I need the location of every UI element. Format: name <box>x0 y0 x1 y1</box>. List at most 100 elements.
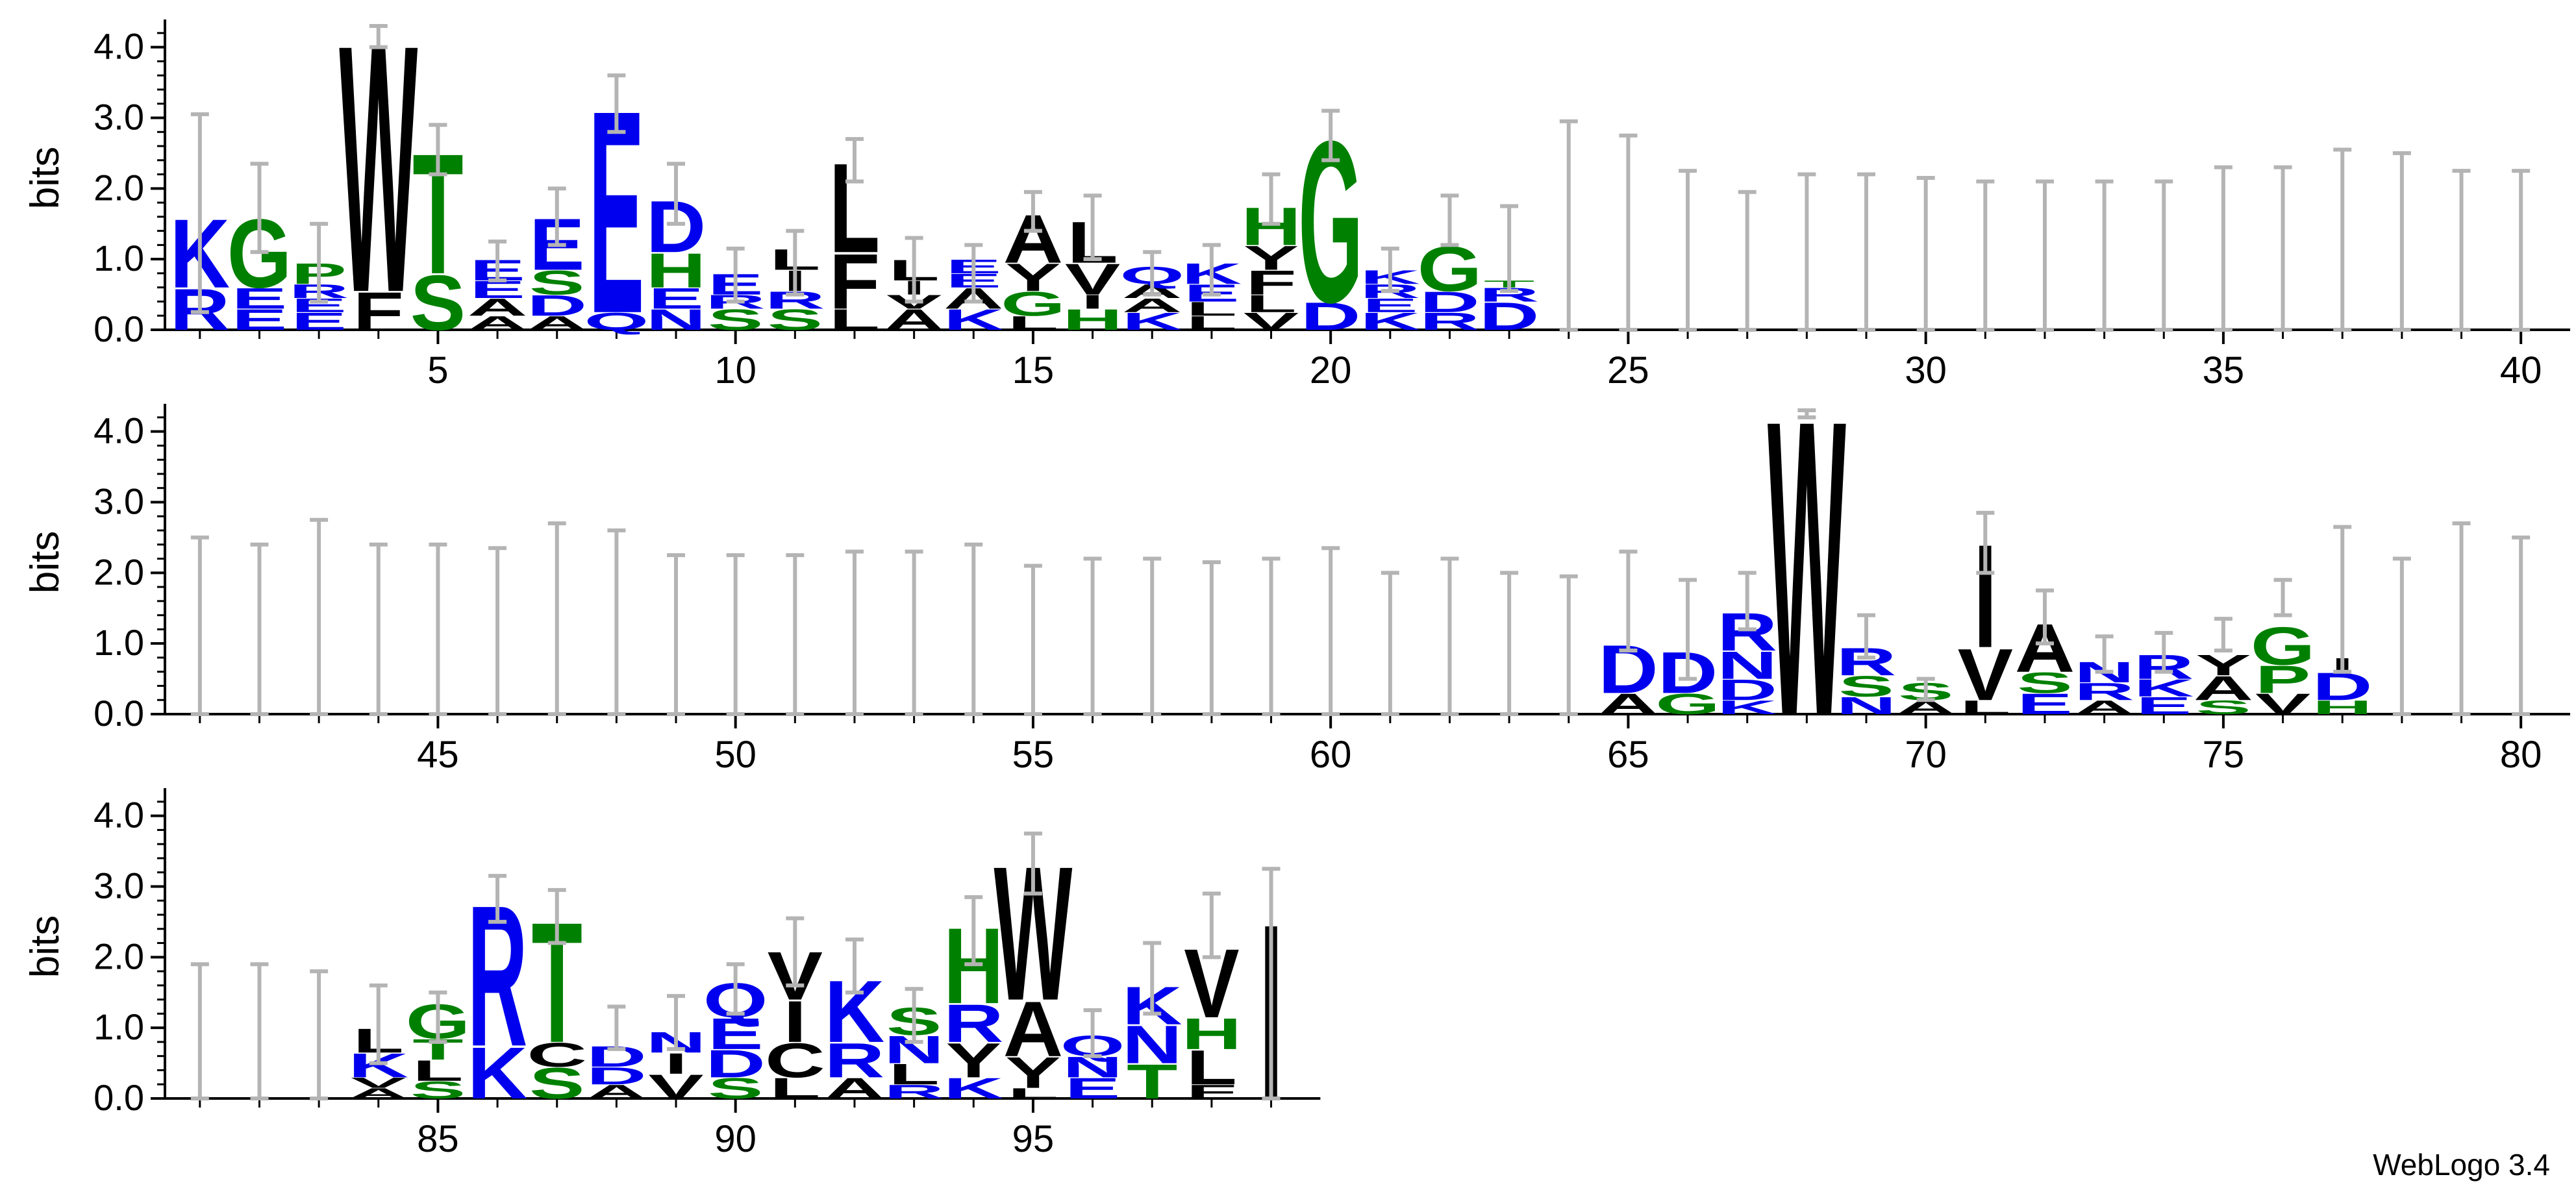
residue-D: D <box>1419 286 1479 319</box>
residue-Q: Q <box>584 308 649 335</box>
residue-P: P <box>2255 658 2310 702</box>
residue-E: E <box>291 308 346 335</box>
residue-E: E <box>232 282 287 316</box>
residue-L: L <box>412 1054 463 1087</box>
residue-S: S <box>708 1072 763 1105</box>
residue-D: D <box>1301 295 1360 339</box>
y-axis-label: bits <box>23 531 68 593</box>
x-tick-label: 45 <box>417 734 459 776</box>
residue-A: A <box>468 294 527 321</box>
residue-L: L <box>1960 697 2010 719</box>
x-tick-label: 50 <box>714 734 757 776</box>
y-axis-label: bits <box>23 147 68 209</box>
residue-D: D <box>586 1063 646 1090</box>
residue-I: I <box>1081 291 1105 313</box>
residue-N: N <box>1717 643 1777 688</box>
x-tick-label: 20 <box>1310 349 1352 391</box>
residue-N: N <box>1836 692 1896 719</box>
residue-K: K <box>1717 697 1777 719</box>
residue-Y: Y <box>1005 256 1060 300</box>
residue-G: G <box>1001 284 1066 323</box>
residue-D: D <box>1717 674 1777 707</box>
residue-L: L <box>829 303 880 336</box>
residue-A: A <box>2074 697 2134 719</box>
residue-L: L <box>889 1058 940 1091</box>
residue-A: A <box>2194 669 2253 707</box>
residue-G: G <box>2251 615 2316 676</box>
y-tick-label: 3.0 <box>94 480 144 521</box>
residue-A: A <box>1598 688 1658 721</box>
residue-E: E <box>2136 692 2192 719</box>
residue-S: S <box>2195 697 2251 719</box>
residue-R: R <box>825 1034 884 1088</box>
residue-K: K <box>2134 675 2194 702</box>
x-tick-label: 85 <box>417 1118 459 1160</box>
residue-L: L <box>769 1072 820 1105</box>
residue-F: F <box>1245 264 1296 302</box>
residue-L: L <box>1245 290 1296 317</box>
x-tick-label: 80 <box>2500 734 2542 776</box>
logo-rows: 0.01.02.03.04.0bitsRKEEGEERPFW5STAAEEADS… <box>23 0 2570 1160</box>
residue-A: A <box>586 1081 646 1103</box>
x-tick-label: 40 <box>2500 349 2542 391</box>
residue-S: S <box>410 1076 466 1104</box>
y-tick-label: 2.0 <box>94 551 144 592</box>
residue-R: R <box>1419 308 1479 335</box>
residue-W: W <box>339 0 418 366</box>
residue-V: V <box>1244 308 1299 335</box>
x-tick-label: 15 <box>1012 349 1055 391</box>
residue-F: F <box>829 238 880 326</box>
residue-I: I <box>664 1047 688 1080</box>
residue-G: G <box>1655 688 1720 721</box>
logo-row-1: 0.01.02.03.04.0bitsRKEEGEERPFW5STAAEEADS… <box>23 0 2570 391</box>
residue-E: E <box>708 1009 763 1058</box>
y-tick-label: 2.0 <box>94 167 144 208</box>
x-tick-label: 25 <box>1607 349 1649 391</box>
residue-A: A <box>468 312 527 334</box>
x-tick-label: 70 <box>1905 734 1947 776</box>
x-tick-label: 35 <box>2203 349 2245 391</box>
residue-S: S <box>410 259 466 347</box>
residue-R: R <box>884 1081 944 1103</box>
y-tick-label: 4.0 <box>94 410 144 451</box>
x-tick-label: 90 <box>714 1118 757 1160</box>
x-tick-label: 75 <box>2203 734 2245 776</box>
y-tick-label: 1.0 <box>94 1006 144 1047</box>
residue-Y: Y <box>946 1034 1001 1088</box>
residue-K: K <box>1360 308 1420 335</box>
residue-Y: Y <box>2195 649 2251 682</box>
x-tick-label: 60 <box>1310 734 1352 776</box>
residue-A: A <box>825 1072 884 1105</box>
residue-L: L <box>1008 1085 1058 1102</box>
y-tick-label: 0.0 <box>94 1077 144 1118</box>
y-tick-label: 4.0 <box>94 26 144 67</box>
x-tick-label: 55 <box>1012 734 1055 776</box>
residue-D: D <box>705 1042 765 1086</box>
residue-V: V <box>648 1067 703 1106</box>
residue-W: W <box>1768 333 1847 804</box>
weblogo-credit: WebLogo 3.4 <box>2373 1148 2550 1182</box>
residue-A: A <box>527 312 586 334</box>
residue-V: V <box>1958 634 2013 716</box>
residue-N: N <box>1122 1014 1182 1074</box>
residue-I: I <box>784 989 807 1054</box>
residue-A: A <box>1003 985 1063 1073</box>
x-tick-label: 65 <box>1607 734 1649 776</box>
residue-L: L <box>1008 312 1058 334</box>
x-tick-label: 30 <box>1905 349 1947 391</box>
residue-H: H <box>1062 303 1122 336</box>
residue-K: K <box>944 303 1003 336</box>
residue-R: R <box>944 993 1003 1053</box>
residue-E: E <box>1065 1072 1120 1105</box>
residue-R: R <box>2074 678 2134 706</box>
residue-E: E <box>648 282 703 316</box>
residue-Y: Y <box>1005 1048 1060 1097</box>
residue-Y: Y <box>1244 238 1299 277</box>
y-tick-label: 4.0 <box>94 795 144 836</box>
residue-N: N <box>646 303 706 336</box>
residue-E: E <box>2017 688 2072 721</box>
x-tick-label: 5 <box>427 349 448 391</box>
